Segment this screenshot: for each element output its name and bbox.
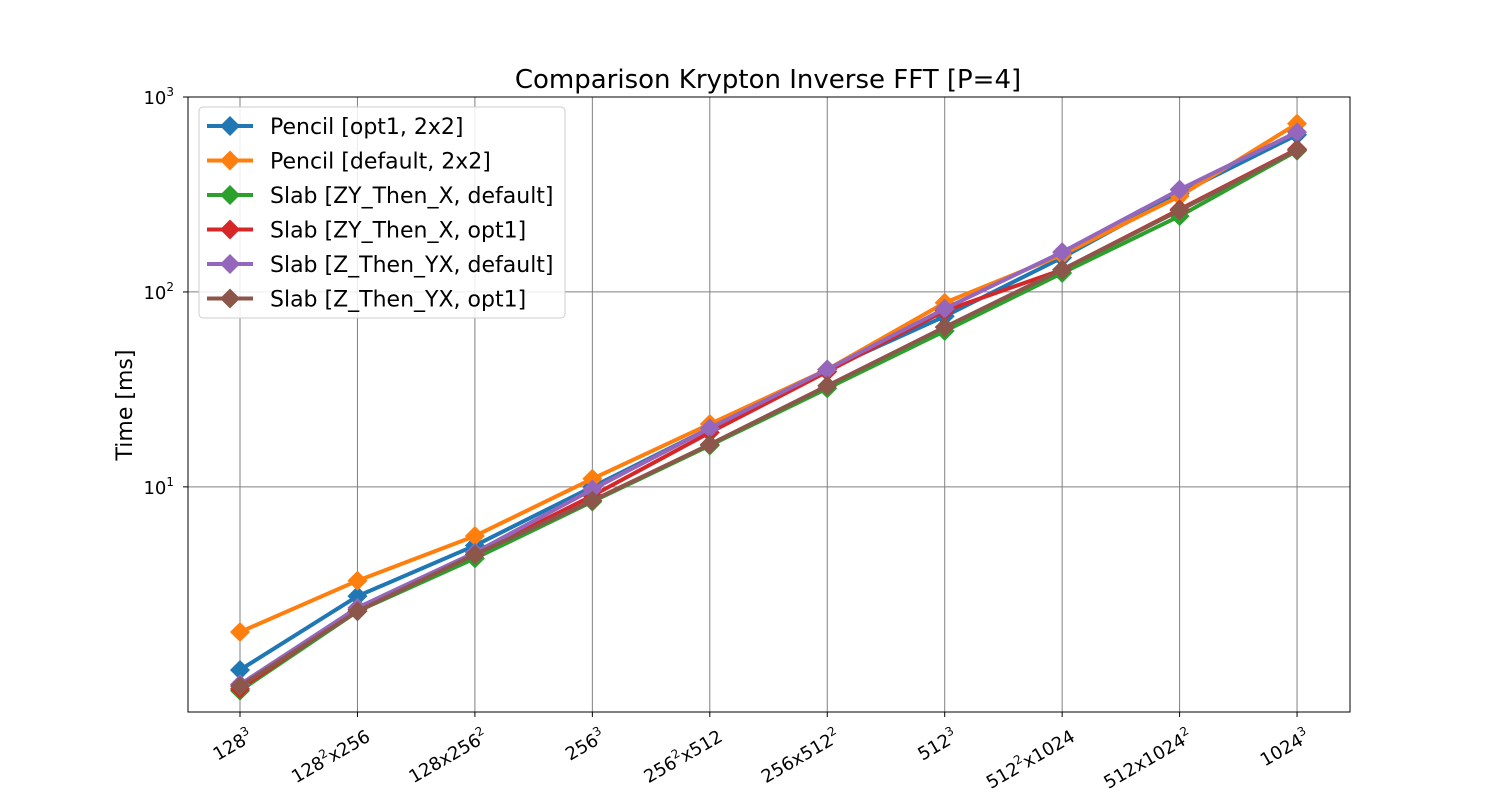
data-point-marker [1052, 259, 1073, 280]
legend-entry: Pencil [opt1, 2x2] [207, 115, 464, 140]
data-point-marker [582, 468, 603, 489]
legend-entry: Slab [ZY_Then_X, opt1] [207, 219, 526, 244]
legend-marker [220, 116, 240, 136]
data-point-marker [1169, 200, 1190, 221]
legend-entry: Slab [Z_Then_YX, opt1] [207, 288, 526, 313]
tick-label-exponent: 3 [166, 85, 174, 99]
y-tick-label: 101 [143, 475, 174, 499]
y-axis-label: Time [ms] [113, 350, 138, 462]
data-point-marker [1287, 122, 1308, 143]
data-point-marker [1052, 242, 1073, 263]
series-line [238, 130, 1298, 687]
data-point-marker [582, 479, 603, 500]
legend-marker [220, 288, 240, 309]
data-point-marker [347, 586, 368, 607]
data-point-marker [347, 570, 368, 591]
chart-title: Comparison Krypton Inverse FFT [P=4] [515, 65, 1021, 95]
legend-label: Slab [Z_Then_YX, default] [270, 253, 554, 278]
tick-label-exponent: 2 [166, 280, 174, 294]
data-point-marker [1287, 139, 1308, 160]
legend-label: Pencil [default, 2x2] [270, 150, 491, 175]
tick-label-base: 10 [143, 88, 166, 109]
data-point-marker [817, 375, 838, 396]
data-point-marker [230, 676, 250, 697]
data-point-marker [230, 622, 250, 643]
legend-label: Slab [Z_Then_YX, opt1] [270, 288, 526, 313]
legend-entry: Slab [Z_Then_YX, default] [207, 253, 554, 278]
data-point-marker [347, 601, 368, 622]
data-point-marker [1169, 179, 1190, 200]
legend-marker [220, 219, 240, 240]
data-point-marker [699, 418, 720, 439]
plot-area-frame [187, 96, 1351, 713]
legend-marker [220, 150, 240, 171]
data-point-marker [934, 298, 955, 319]
data-point-marker [582, 490, 603, 511]
series-line [238, 148, 1298, 688]
legend: Pencil [opt1, 2x2] Pencil [default, 2x2] S… [198, 106, 566, 319]
legend-label: Slab [ZY_Then_X, opt1] [270, 219, 526, 244]
legend-entry: Pencil [default, 2x2] [207, 150, 491, 175]
series-6 [230, 139, 1308, 697]
legend-box [198, 106, 566, 319]
data-point-marker [934, 317, 955, 338]
legend-label: Slab [ZY_Then_X, default] [270, 184, 554, 209]
tick-label-exponent: 1 [166, 475, 174, 489]
y-tick-label: 103 [143, 85, 174, 109]
tick-label-base: 10 [143, 478, 166, 499]
y-tick-label: 102 [143, 280, 174, 304]
data-point-marker [699, 434, 720, 455]
legend-entry: Slab [ZY_Then_X, default] [207, 184, 554, 209]
data-point-marker [464, 544, 485, 565]
legend-label: Pencil [opt1, 2x2] [270, 115, 464, 140]
data-point-marker [230, 659, 250, 680]
legend-marker [220, 254, 240, 274]
tick-label-base: 10 [143, 283, 166, 304]
data-point-marker [817, 359, 838, 380]
plot-series [230, 113, 1308, 701]
legend-marker [220, 185, 240, 205]
data-point-marker [464, 525, 485, 546]
